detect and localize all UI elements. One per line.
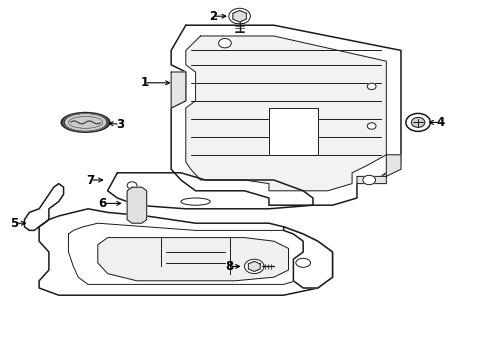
Polygon shape bbox=[127, 187, 146, 223]
Circle shape bbox=[366, 83, 375, 90]
Polygon shape bbox=[171, 72, 185, 108]
Polygon shape bbox=[24, 184, 63, 230]
Text: 7: 7 bbox=[86, 174, 94, 186]
Text: 4: 4 bbox=[435, 116, 443, 129]
Polygon shape bbox=[185, 36, 386, 191]
Polygon shape bbox=[171, 25, 400, 205]
Polygon shape bbox=[107, 173, 312, 209]
Circle shape bbox=[228, 8, 250, 24]
Text: 3: 3 bbox=[116, 118, 123, 131]
Polygon shape bbox=[39, 209, 332, 295]
Polygon shape bbox=[356, 155, 400, 184]
Circle shape bbox=[127, 193, 137, 200]
Circle shape bbox=[218, 39, 231, 48]
Polygon shape bbox=[232, 10, 246, 22]
Polygon shape bbox=[268, 108, 317, 155]
Circle shape bbox=[127, 182, 137, 189]
Ellipse shape bbox=[181, 198, 210, 205]
Polygon shape bbox=[248, 261, 260, 271]
Polygon shape bbox=[283, 227, 332, 288]
Ellipse shape bbox=[61, 112, 110, 132]
Ellipse shape bbox=[295, 258, 310, 267]
Text: 8: 8 bbox=[225, 260, 233, 273]
Text: 2: 2 bbox=[208, 10, 216, 23]
Circle shape bbox=[410, 117, 424, 127]
Polygon shape bbox=[98, 238, 288, 281]
Text: 1: 1 bbox=[140, 76, 148, 89]
Text: 5: 5 bbox=[11, 217, 19, 230]
Circle shape bbox=[362, 175, 375, 185]
Circle shape bbox=[405, 113, 429, 131]
Text: 6: 6 bbox=[99, 197, 106, 210]
Ellipse shape bbox=[65, 115, 105, 130]
Circle shape bbox=[366, 123, 375, 129]
Circle shape bbox=[244, 259, 264, 274]
